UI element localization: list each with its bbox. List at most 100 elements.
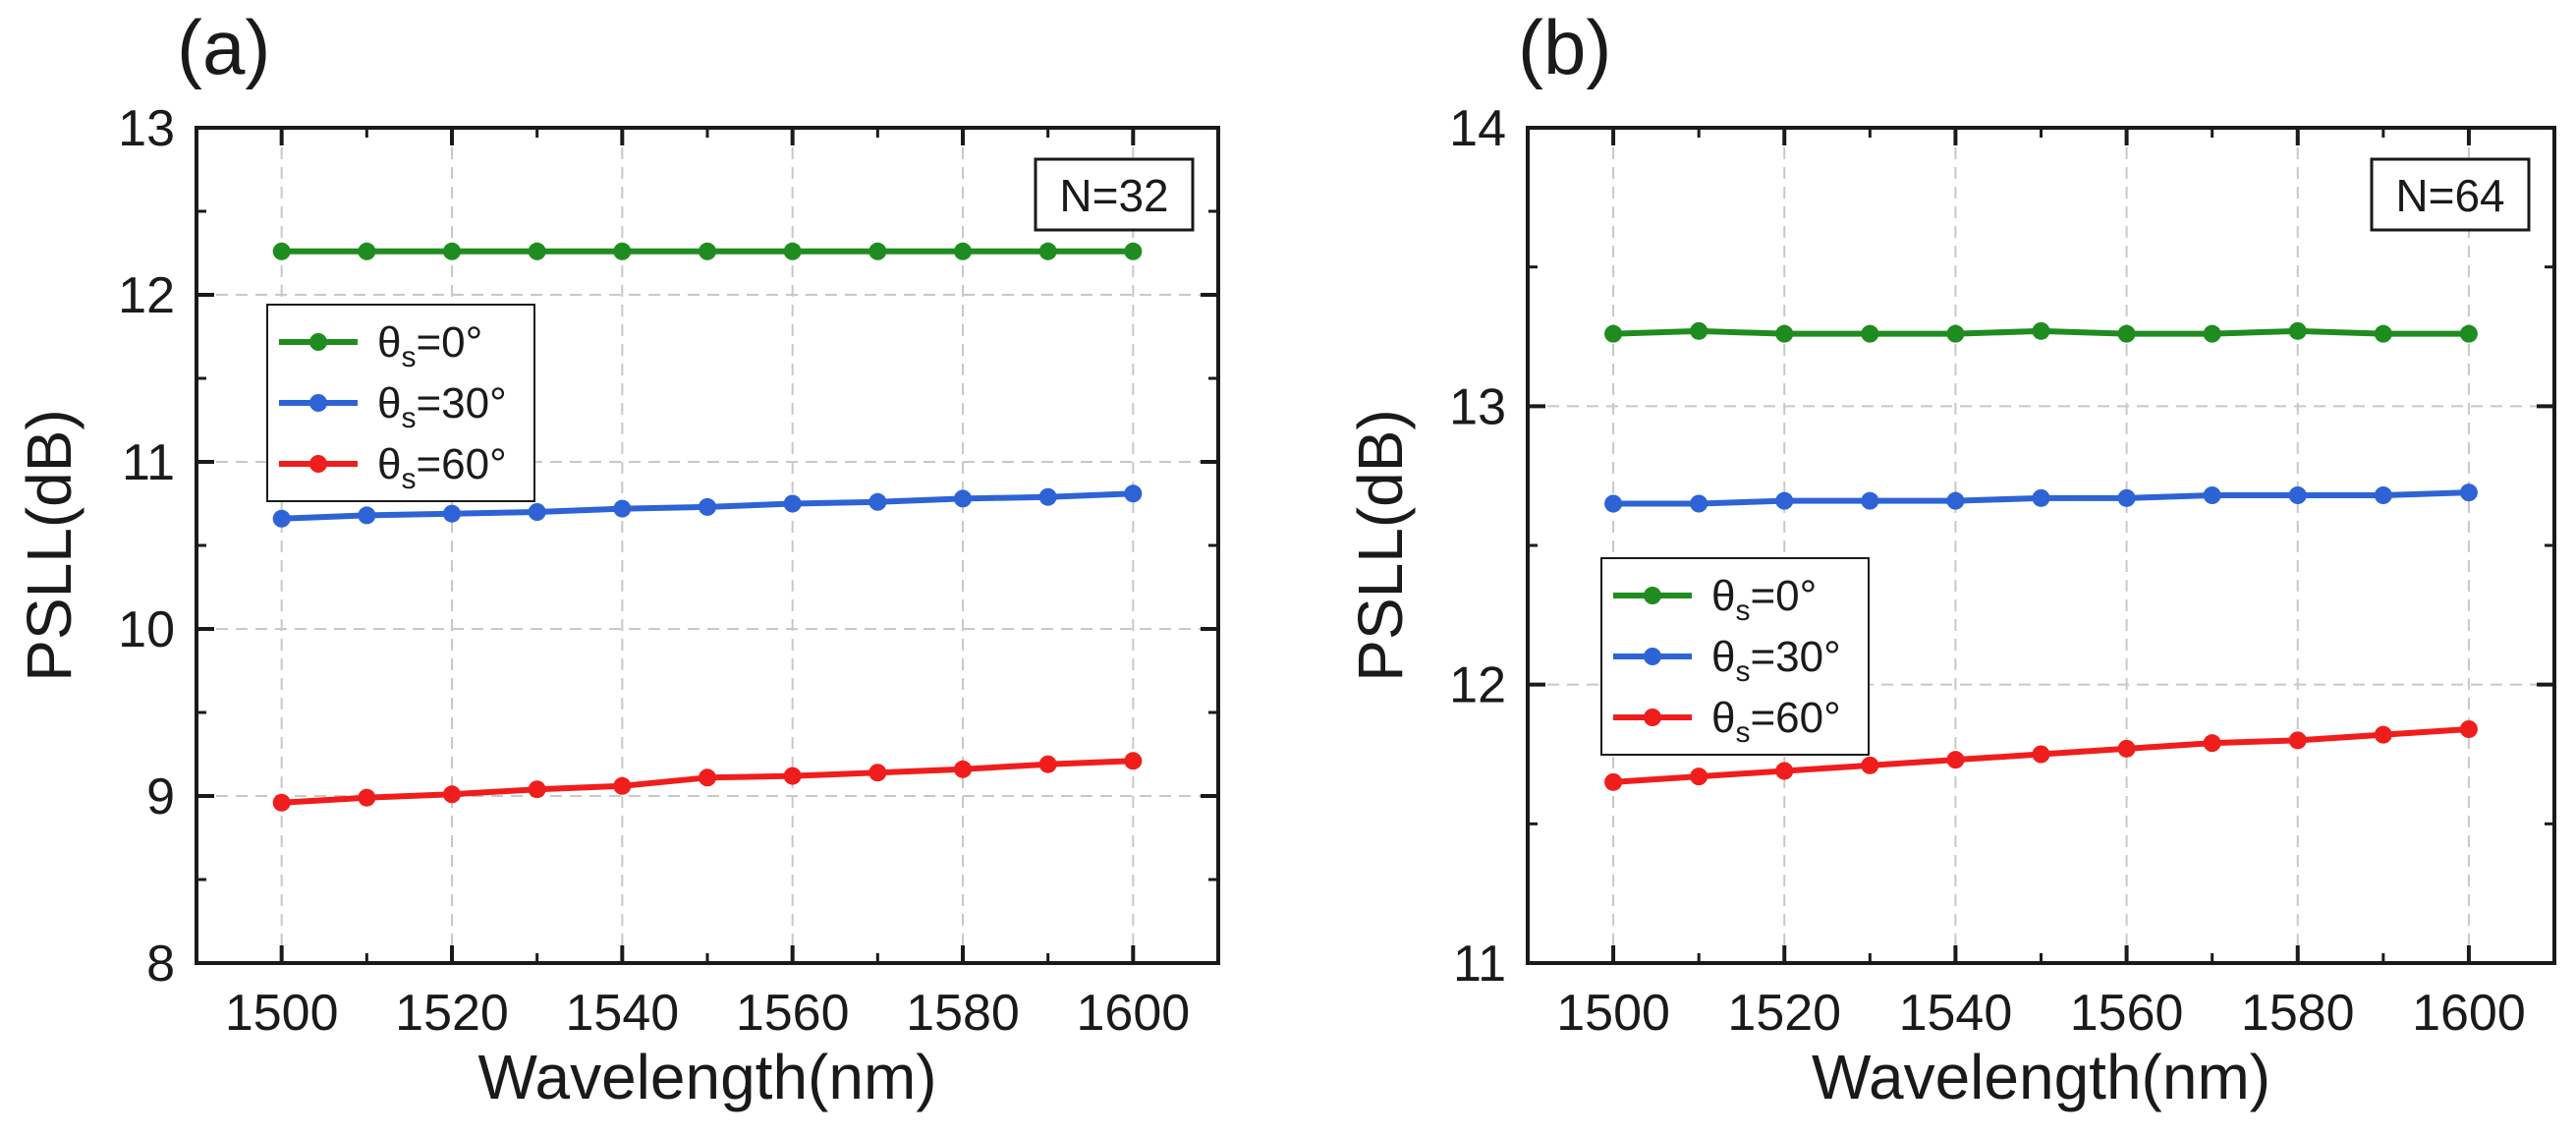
y-tick-label: 12	[118, 267, 175, 324]
data-point	[1690, 321, 1708, 340]
legend-theta: θ	[377, 318, 401, 367]
data-point	[443, 504, 461, 523]
data-point	[2117, 739, 2136, 758]
data-point	[1690, 767, 1708, 786]
legend-value: =0°	[416, 318, 482, 367]
legend-theta: θ	[377, 379, 401, 427]
legend-marker	[1644, 709, 1661, 726]
data-point	[1038, 242, 1057, 260]
legend-value: =30°	[416, 379, 506, 427]
legend-value: =0°	[1750, 572, 1817, 620]
data-point	[2203, 734, 2221, 753]
data-point	[868, 492, 887, 511]
x-tick-label: 1500	[225, 985, 339, 1042]
x-tick-label: 1580	[2241, 985, 2355, 1042]
data-point	[2459, 720, 2478, 738]
data-point	[443, 242, 461, 260]
data-point	[1946, 751, 1965, 769]
data-point	[2032, 488, 2050, 507]
n-annotation: N=64	[2395, 170, 2504, 221]
y-axis-title: PSLL(dB)	[14, 409, 84, 681]
legend-value: =60°	[1750, 694, 1840, 742]
y-axis-title: PSLL(dB)	[1345, 409, 1416, 681]
data-point	[358, 242, 376, 260]
data-point	[2203, 486, 2221, 504]
data-point	[2032, 321, 2050, 340]
legend-theta: θ	[1711, 572, 1735, 620]
x-tick-label: 1560	[736, 985, 850, 1042]
data-point	[699, 768, 716, 787]
y-tick-label: 13	[118, 100, 175, 157]
legend-label: θs=30°	[377, 379, 507, 434]
data-point	[1038, 755, 1057, 773]
data-point	[2288, 731, 2307, 750]
data-point	[783, 242, 802, 260]
data-point	[2117, 488, 2136, 507]
data-point	[1604, 324, 1623, 343]
data-point	[528, 503, 546, 521]
y-tick-label: 12	[1449, 657, 1506, 714]
chart-panel-b: 1500 1520 1540 1560 1580 1600 11 12 13 14 Waveleng…	[1345, 4, 2556, 1112]
x-tick-label: 1500	[1556, 985, 1670, 1042]
data-point	[954, 242, 972, 260]
legend-subscript: s	[1735, 655, 1750, 688]
legend-subscript: s	[401, 402, 416, 434]
data-point	[868, 242, 887, 260]
y-tick-label: 11	[1453, 936, 1506, 993]
legend-subscript: s	[401, 341, 416, 373]
y-tick-label: 14	[1449, 100, 1506, 157]
legend-label: θs=60°	[377, 440, 507, 495]
data-point	[1775, 324, 1794, 343]
data-point	[1946, 324, 1965, 343]
data-point	[1861, 756, 1879, 774]
data-point	[1124, 752, 1143, 770]
x-tick-label: 1520	[1727, 985, 1841, 1042]
data-point	[2288, 486, 2307, 504]
data-point	[1861, 491, 1879, 510]
legend-marker	[309, 455, 327, 473]
panel-label: (a)	[177, 4, 270, 90]
data-point	[1124, 242, 1143, 260]
data-point	[528, 242, 546, 260]
legend-marker	[1644, 587, 1661, 604]
data-point	[443, 785, 461, 804]
data-point	[2459, 324, 2478, 343]
data-point	[1775, 491, 1794, 510]
legend-label: θs=60°	[1711, 694, 1841, 749]
data-point	[2032, 745, 2050, 764]
data-point	[528, 780, 546, 799]
data-point	[613, 499, 632, 518]
data-point	[1124, 484, 1143, 503]
y-tick-label: 13	[1449, 378, 1506, 435]
n-annotation-box	[2370, 157, 2531, 232]
data-point	[272, 242, 291, 260]
legend-subscript: s	[401, 463, 416, 495]
data-point	[954, 760, 972, 778]
data-point	[358, 788, 376, 807]
n-annotation: N=32	[1059, 170, 1168, 221]
y-tick-label: 11	[122, 434, 175, 491]
legend-subscript: s	[1735, 595, 1750, 627]
data-point	[783, 767, 802, 785]
legend-theta: θ	[1711, 694, 1735, 742]
legend-marker	[1644, 648, 1661, 665]
x-tick-label: 1600	[2412, 985, 2526, 1042]
data-point	[2117, 324, 2136, 343]
x-axis-title: Wavelength(nm)	[477, 1042, 936, 1112]
x-tick-label: 1520	[395, 985, 509, 1042]
x-tick-label: 1540	[565, 985, 679, 1042]
data-point	[1690, 494, 1708, 513]
legend-marker	[309, 394, 327, 412]
data-point	[1604, 772, 1623, 791]
x-axis-title: Wavelength(nm)	[1812, 1042, 2270, 1112]
data-point	[954, 489, 972, 508]
panel-label: (b)	[1518, 4, 1611, 90]
y-tick-label: 8	[146, 936, 175, 993]
data-point	[699, 242, 716, 260]
data-point	[2203, 324, 2221, 343]
data-point	[868, 764, 887, 782]
chart-panel-a: 1500 1520 1540 1560 1580 1600 8 9 10 11 12 13 Wavele…	[14, 4, 1220, 1112]
data-point	[1604, 494, 1623, 513]
data-point	[1946, 491, 1965, 510]
